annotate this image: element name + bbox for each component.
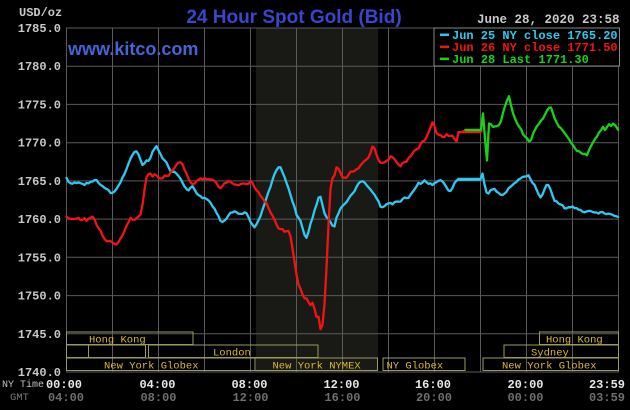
svg-text:Jun 28 Last 1771.30: Jun 28 Last 1771.30	[452, 53, 589, 67]
svg-text:Hong Kong: Hong Kong	[89, 335, 146, 347]
svg-text:New York Globex: New York Globex	[104, 361, 199, 373]
svg-text:1765.0: 1765.0	[18, 175, 61, 189]
svg-text:Sydney: Sydney	[531, 348, 569, 360]
svg-text:12:00: 12:00	[232, 391, 268, 405]
svg-text:NY Globex: NY Globex	[387, 361, 444, 373]
svg-text:08:00: 08:00	[140, 391, 176, 405]
svg-text:USD/oz: USD/oz	[19, 6, 62, 20]
svg-text:NY Time: NY Time	[2, 379, 44, 391]
svg-text:June 28, 2020 23:58: June 28, 2020 23:58	[477, 13, 620, 27]
svg-text:1770.0: 1770.0	[18, 137, 61, 151]
svg-text:23:59: 23:59	[589, 378, 625, 392]
svg-text:Jun 26 NY close 1771.50: Jun 26 NY close 1771.50	[452, 41, 618, 55]
svg-text:24 Hour Spot Gold (Bid): 24 Hour Spot Gold (Bid)	[186, 7, 401, 28]
svg-text:GMT: GMT	[10, 392, 29, 404]
svg-text:20:00: 20:00	[416, 391, 452, 405]
svg-text:00:00: 00:00	[46, 378, 82, 392]
svg-text:04:00: 04:00	[139, 378, 175, 392]
svg-text:20:00: 20:00	[507, 378, 543, 392]
svg-text:New York NYMEX: New York NYMEX	[273, 361, 362, 373]
svg-text:Hong Kong: Hong Kong	[546, 335, 603, 347]
svg-text:1755.0: 1755.0	[18, 251, 61, 265]
svg-text:16:00: 16:00	[324, 391, 360, 405]
svg-text:1750.0: 1750.0	[18, 290, 61, 304]
svg-text:12:00: 12:00	[323, 378, 359, 392]
svg-text:1780.0: 1780.0	[18, 60, 61, 74]
svg-text:1740.0: 1740.0	[18, 366, 61, 380]
svg-text:Jun 25 NY close 1765.20: Jun 25 NY close 1765.20	[452, 29, 618, 43]
svg-text:1760.0: 1760.0	[18, 213, 61, 227]
svg-text:00:00: 00:00	[507, 391, 543, 405]
svg-text:1785.0: 1785.0	[18, 22, 61, 36]
svg-text:04:00: 04:00	[48, 391, 84, 405]
svg-text:London: London	[213, 348, 251, 360]
svg-text:03:59: 03:59	[589, 391, 625, 405]
svg-text:New York Globex: New York Globex	[502, 361, 597, 373]
svg-text:08:00: 08:00	[231, 378, 267, 392]
svg-text:1745.0: 1745.0	[18, 328, 61, 342]
svg-text:16:00: 16:00	[415, 378, 451, 392]
svg-text:www.kitco.com: www.kitco.com	[67, 39, 198, 59]
svg-text:1775.0: 1775.0	[18, 98, 61, 112]
